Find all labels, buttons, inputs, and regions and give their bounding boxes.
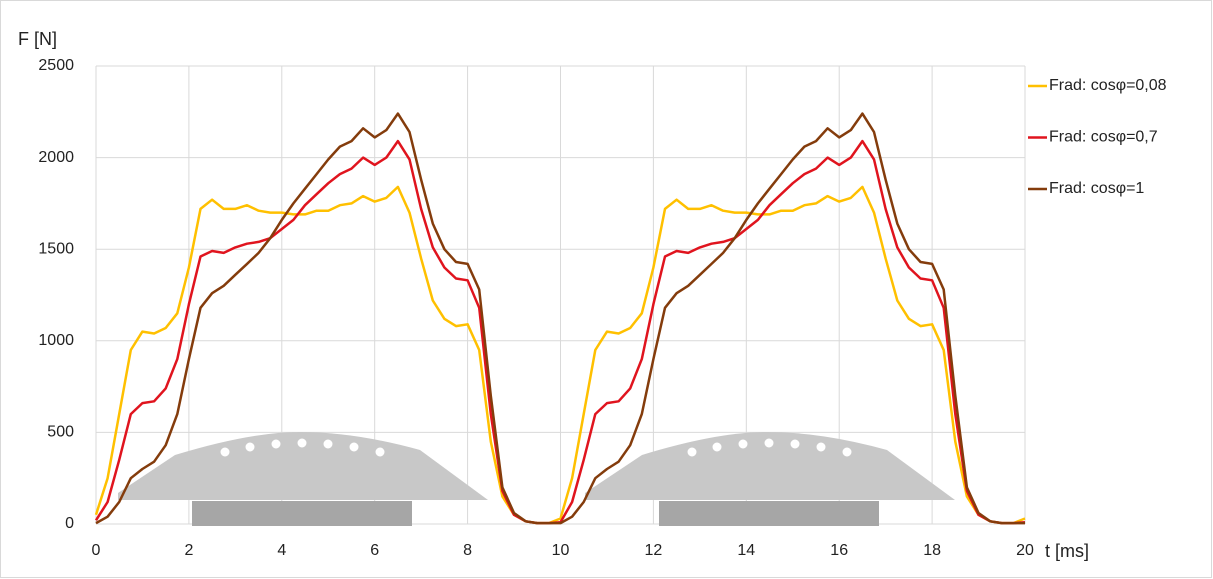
x-tick-label: 10 — [552, 542, 570, 559]
legend-label: Frad: cosφ=0,08 — [1049, 77, 1167, 94]
x-tick-label: 14 — [737, 542, 755, 559]
y-tick-label: 0 — [65, 515, 74, 532]
x-tick-label: 8 — [463, 542, 472, 559]
legend-label: Frad: cosφ=0,7 — [1049, 129, 1158, 146]
series-line — [95, 112, 1025, 525]
x-tick-label: 20 — [1016, 542, 1034, 559]
y-tick-label: 2000 — [38, 149, 74, 166]
x-axis-label: t [ms] — [1045, 541, 1089, 561]
y-tick-label: 500 — [47, 424, 74, 441]
y-tick-label: 1000 — [38, 332, 74, 349]
y-axis-label: F [N] — [18, 29, 57, 49]
x-tick-label: 12 — [645, 542, 663, 559]
x-tick-label: 16 — [830, 542, 848, 559]
y-tick-label: 2500 — [38, 57, 74, 74]
series-line — [94, 185, 1026, 525]
legend-label: Frad: cosφ=1 — [1049, 180, 1144, 197]
x-tick-label: 6 — [370, 542, 379, 559]
x-tick-label: 2 — [184, 542, 193, 559]
machine-sketch — [118, 432, 488, 526]
y-tick-label: 1500 — [38, 240, 74, 257]
x-tick-label: 0 — [92, 542, 101, 559]
x-tick-label: 4 — [277, 542, 286, 559]
x-tick-label: 18 — [923, 542, 941, 559]
